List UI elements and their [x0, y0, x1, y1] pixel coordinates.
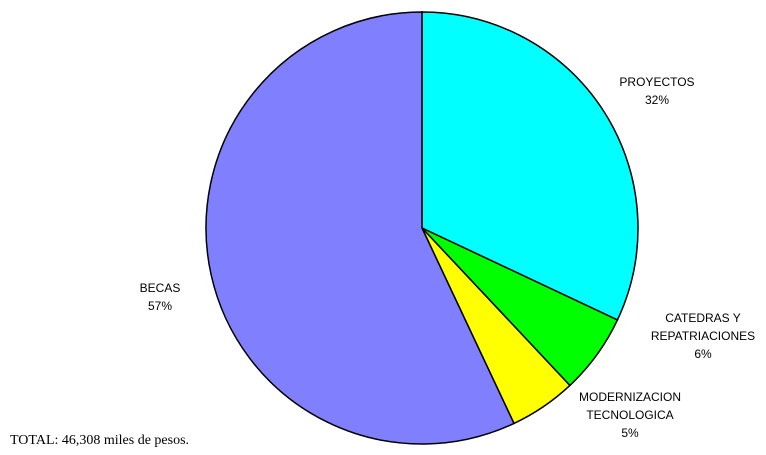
total-note: TOTAL: 46,308 miles de pesos. — [10, 433, 190, 448]
slice-label: MODERNIZACION TECNOLOGICA 5% — [579, 388, 681, 442]
value-label: 6% — [694, 347, 712, 361]
pie-slice — [421, 11, 639, 321]
pie-slice — [205, 11, 515, 445]
slice-label: BECAS 57% — [140, 279, 181, 315]
category-label: CATEDRAS Y REPATRIACIONES — [650, 311, 756, 343]
category-label: PROYECTOS — [619, 75, 695, 89]
category-label: MODERNIZACION TECNOLOGICA — [579, 390, 681, 422]
slice-label: PROYECTOS 32% — [619, 73, 694, 109]
category-label: BECAS — [139, 281, 181, 295]
value-label: 5% — [621, 426, 639, 440]
slice-label: CATEDRAS Y REPATRIACIONES 6% — [651, 309, 755, 363]
value-label: 32% — [644, 93, 670, 107]
value-label: 57% — [147, 299, 173, 313]
